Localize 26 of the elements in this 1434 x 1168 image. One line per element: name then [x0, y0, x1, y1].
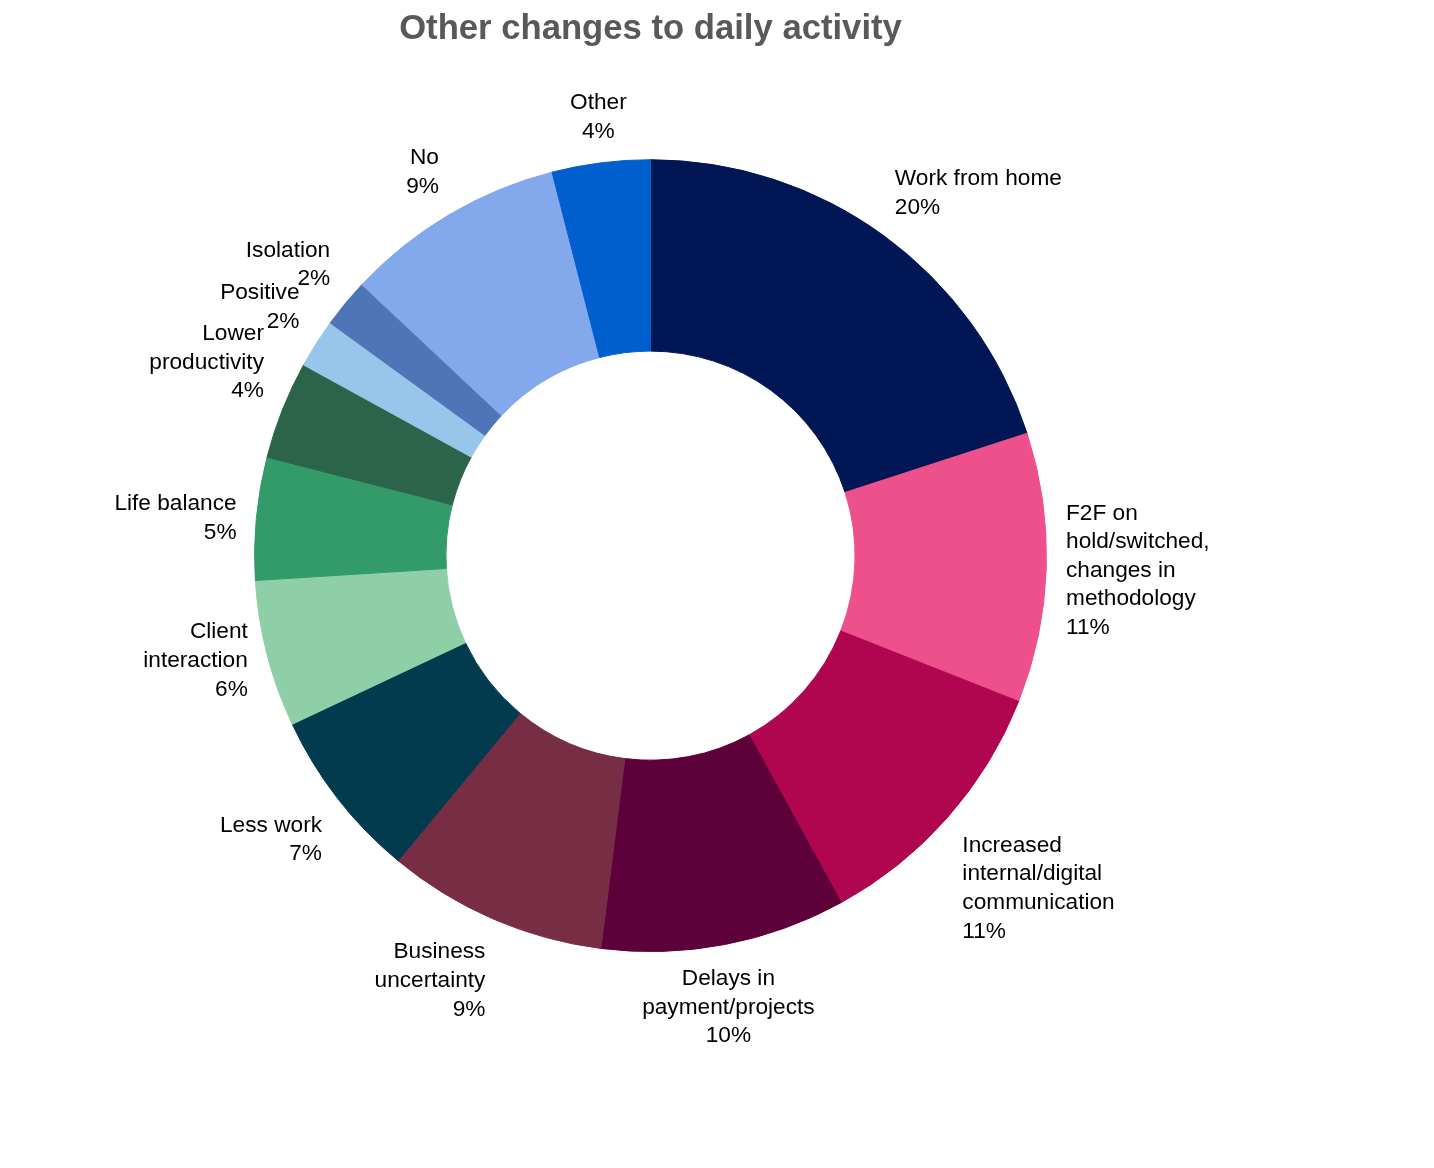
- slice-label: Delays in payment/projects: [642, 964, 815, 1019]
- slice-label: Isolation: [245, 235, 331, 262]
- slice-label: Less work: [220, 810, 323, 837]
- data-label: 7%: [289, 839, 323, 866]
- slice-label: Business uncertainty: [374, 937, 487, 993]
- data-label: 5%: [203, 517, 237, 544]
- slice-label: No: [409, 142, 439, 169]
- slice-label: Client interaction: [143, 617, 249, 673]
- data-label: 10%: [705, 1021, 752, 1048]
- slice-label: F2F on hold/switched, changes in methodology: [1066, 498, 1210, 611]
- data-label: 11%: [1066, 612, 1110, 639]
- slice-label: Other: [570, 88, 628, 115]
- slice-label: Work from home: [894, 164, 1062, 191]
- data-label: 9%: [406, 171, 439, 198]
- slice-label: Life balance: [114, 489, 237, 516]
- data-label: 4%: [231, 376, 264, 403]
- chart-title: Other changes to daily activity: [399, 7, 903, 46]
- slice-label: Positive: [220, 278, 300, 305]
- slice-label: Increased internal/digital communication: [962, 830, 1115, 914]
- data-label: 6%: [215, 674, 248, 701]
- data-label: 11%: [962, 916, 1007, 943]
- data-label: 20%: [894, 193, 941, 220]
- data-label: 2%: [266, 306, 300, 333]
- data-label: 9%: [452, 994, 486, 1021]
- data-label: 4%: [582, 116, 615, 143]
- slice-label: Lower productivity: [149, 319, 265, 374]
